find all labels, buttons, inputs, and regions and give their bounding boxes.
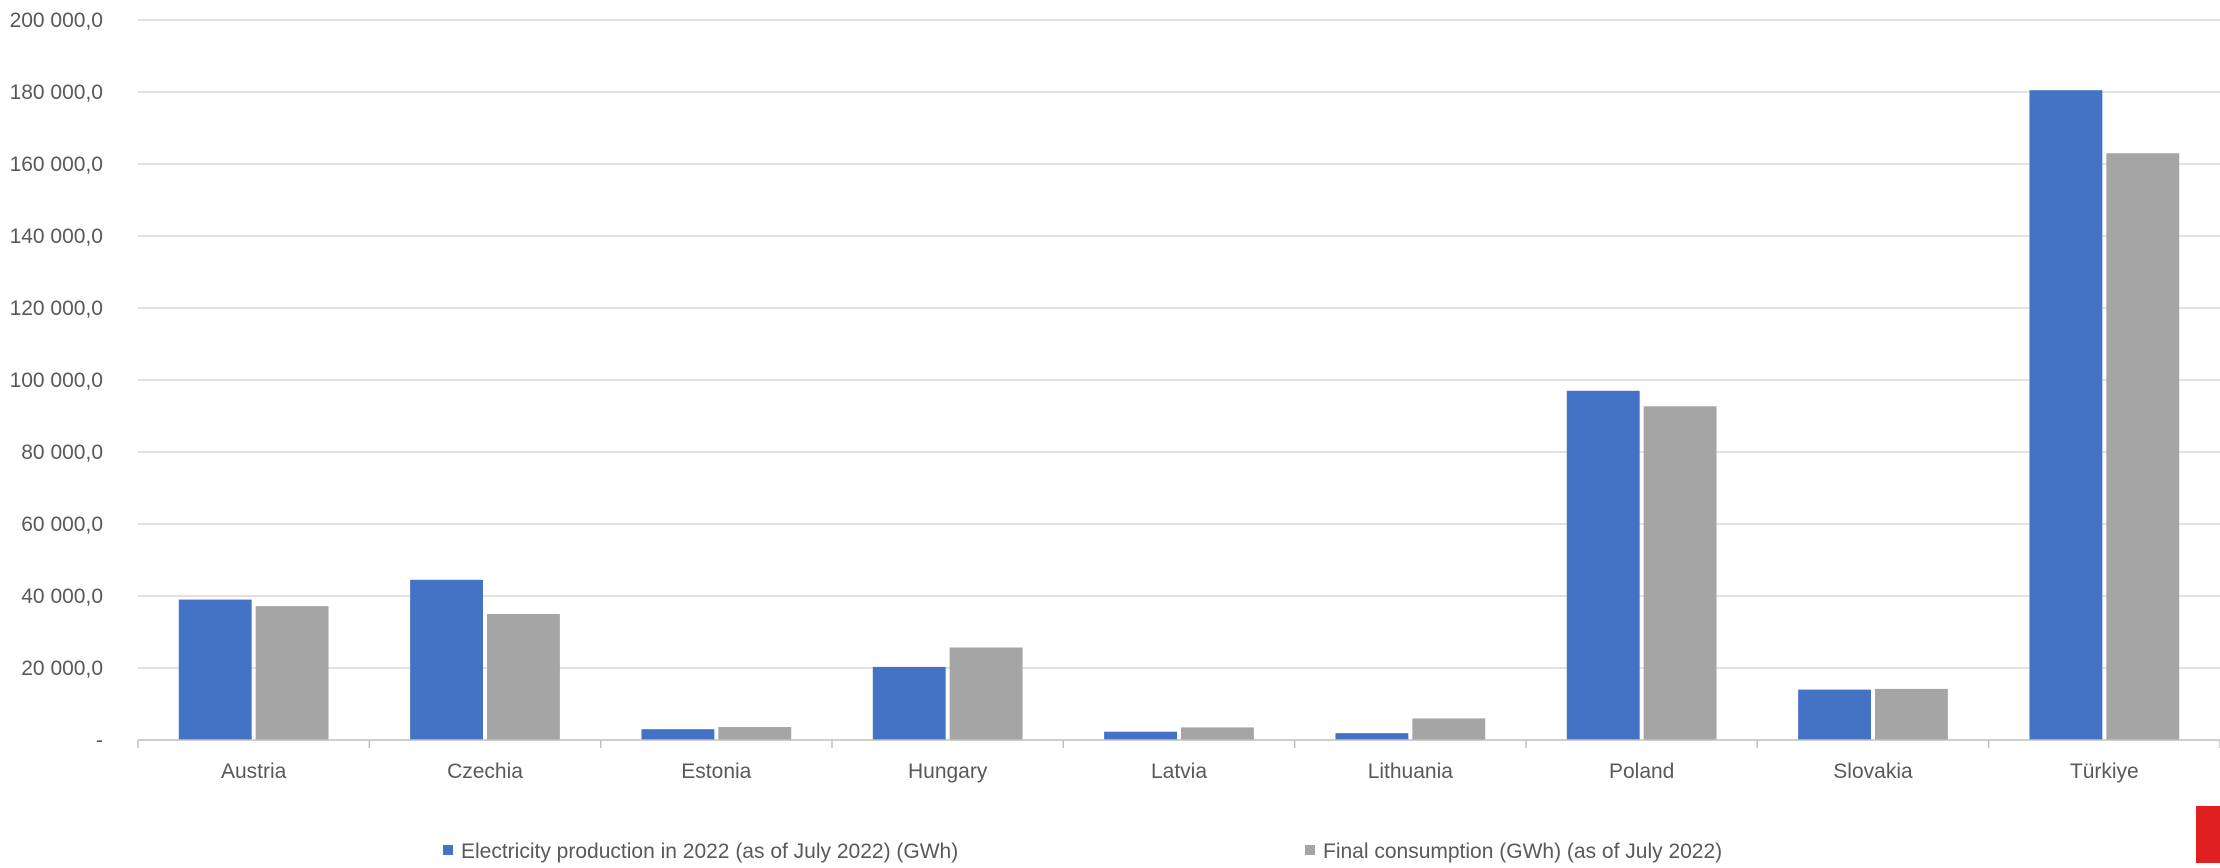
x-tick-label: Estonia xyxy=(681,760,751,783)
legend-label: Electricity production in 2022 (as of Ju… xyxy=(461,840,958,863)
x-tick-label: Slovakia xyxy=(1833,760,1913,783)
bar-estonia-series-2 xyxy=(718,727,792,740)
legend-label: Final consumption (GWh) (as of July 2022… xyxy=(1323,840,1722,863)
y-axis-ticks: - 20 000,0 40 000,0 60 000,0 80 000,0 100 000… xyxy=(10,9,103,752)
bar-türkiye-series-1 xyxy=(2029,90,2103,740)
y-tick-label: 140 000,0 xyxy=(10,225,103,248)
bar-czechia-series-1 xyxy=(410,579,483,740)
y-tick-label: 80 000,0 xyxy=(21,441,103,464)
y-tick-label: 60 000,0 xyxy=(21,513,103,536)
x-tick-label: Türkiye xyxy=(2070,760,2139,783)
bar-lithuania-series-1 xyxy=(1335,733,1409,740)
x-axis-labels: Austria Czechia Estonia Hungary Latvia Lithua… xyxy=(221,760,2139,783)
bar-austria-series-2 xyxy=(255,606,329,740)
x-tick-label: Lithuania xyxy=(1368,760,1454,783)
y-tick-label: 40 000,0 xyxy=(21,585,103,608)
bar-slovakia-series-2 xyxy=(1875,688,1948,740)
bar-czechia-series-2 xyxy=(487,614,560,740)
bar-slovakia-series-1 xyxy=(1798,689,1871,740)
x-tick-label: Latvia xyxy=(1151,760,1207,783)
bar-poland-series-1 xyxy=(1566,390,1640,740)
legend-swatch xyxy=(1305,845,1315,855)
bar-hungary-series-2 xyxy=(949,647,1023,740)
y-tick-label: 160 000,0 xyxy=(10,153,103,176)
bar-estonia-series-1 xyxy=(641,729,715,740)
legend-item: Electricity production in 2022 (as of Ju… xyxy=(443,840,958,863)
bar-austria-series-1 xyxy=(178,599,252,740)
bars xyxy=(178,90,2180,740)
y-tick-label: 20 000,0 xyxy=(21,657,103,680)
bar-türkiye-series-2 xyxy=(2106,153,2180,740)
legend-swatch xyxy=(443,845,453,855)
y-tick-label: 100 000,0 xyxy=(10,369,103,392)
y-tick-label: 120 000,0 xyxy=(10,297,103,320)
y-tick-label: 200 000,0 xyxy=(10,9,103,32)
legend-item: Final consumption (GWh) (as of July 2022… xyxy=(1305,840,1722,863)
x-tick-label: Hungary xyxy=(908,760,988,783)
bar-poland-series-2 xyxy=(1643,406,1717,740)
x-tick-label: Poland xyxy=(1609,760,1674,783)
x-tick-label: Czechia xyxy=(447,760,523,783)
legend: Electricity production in 2022 (as of Ju… xyxy=(443,840,1722,863)
y-tick-label: 180 000,0 xyxy=(10,81,103,104)
gridlines xyxy=(138,19,2220,669)
y-tick-label: - xyxy=(96,729,103,752)
bar-lithuania-series-2 xyxy=(1412,718,1486,740)
bar-hungary-series-1 xyxy=(872,666,946,740)
bar-latvia-series-1 xyxy=(1104,731,1177,740)
x-tick-label: Austria xyxy=(221,760,287,783)
bar-latvia-series-2 xyxy=(1181,727,1254,740)
red-corner-marker xyxy=(2196,806,2220,863)
x-axis xyxy=(137,739,2220,748)
